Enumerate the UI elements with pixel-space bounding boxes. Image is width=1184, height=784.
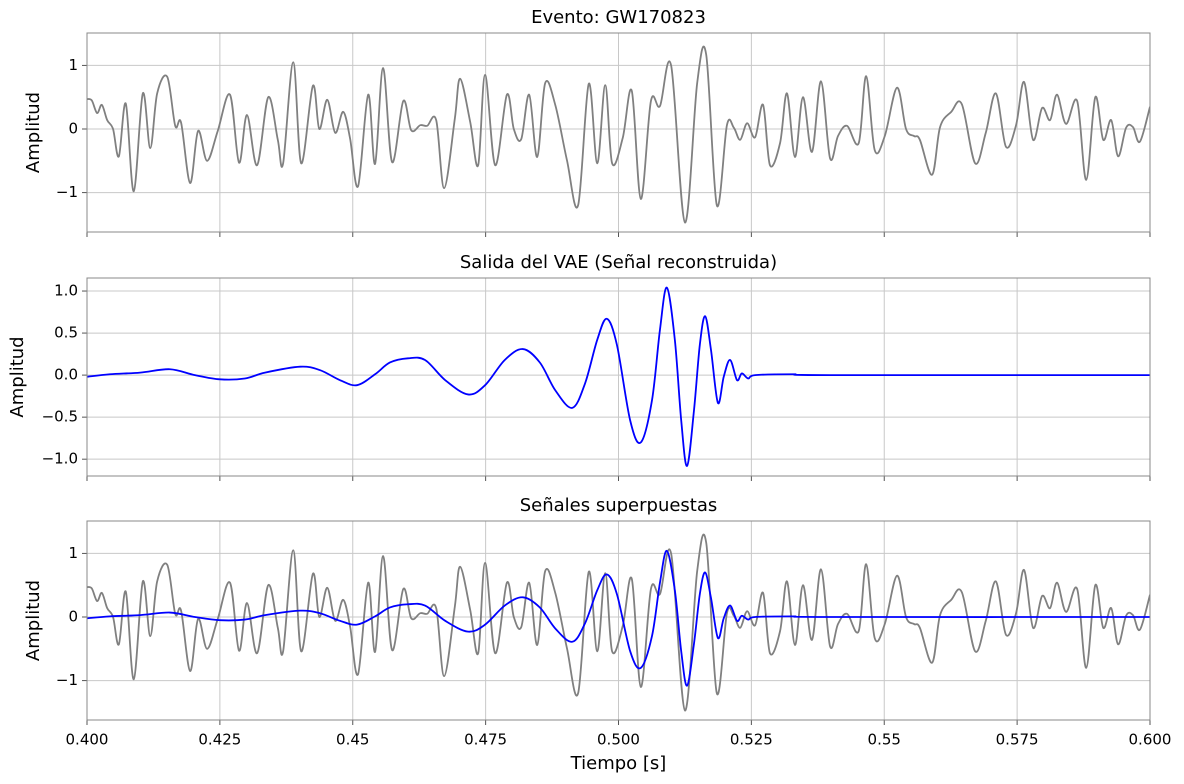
y-tick-label: 0.5 [54, 324, 78, 342]
x-tick-label: 0.525 [730, 731, 773, 749]
axes-frame [86, 520, 1151, 721]
signal-line [87, 286, 1150, 467]
x-axis-label: Tiempo [s] [570, 753, 667, 774]
signal-line [87, 45, 1150, 224]
x-tick-label: 0.400 [66, 731, 109, 749]
y-tick-label: 0 [68, 608, 78, 626]
chart-title: Evento: GW170823 [531, 7, 706, 28]
axes-frame [86, 32, 1151, 233]
x-tick-label: 0.425 [198, 731, 241, 749]
signal-line [87, 533, 1150, 712]
y-tick-label: −1 [56, 671, 78, 689]
y-tick-label: 1 [68, 544, 78, 562]
x-tick-label: 0.55 [868, 731, 901, 749]
y-axis-label: Amplitud [23, 580, 44, 661]
x-tick-label: 0.45 [336, 731, 369, 749]
y-tick-label: −1.0 [42, 450, 78, 468]
y-tick-label: −1 [56, 183, 78, 201]
chart-title: Salida del VAE (Señal reconstruida) [460, 252, 777, 273]
y-tick-label: 0 [68, 120, 78, 138]
chart-title: Señales superpuestas [520, 495, 718, 516]
y-tick-label: 1.0 [54, 282, 78, 300]
signal-line [87, 549, 1150, 687]
y-tick-label: −0.5 [42, 408, 78, 426]
axes-frame [86, 277, 1151, 477]
y-axis-label: Amplitud [7, 336, 28, 417]
x-tick-label: 0.500 [597, 731, 640, 749]
x-tick-label: 0.600 [1129, 731, 1172, 749]
x-tick-label: 0.475 [464, 731, 507, 749]
y-axis-label: Amplitud [23, 92, 44, 173]
x-tick-label: 0.575 [996, 731, 1039, 749]
y-tick-label: 1 [68, 56, 78, 74]
y-tick-label: 0.0 [54, 366, 78, 384]
